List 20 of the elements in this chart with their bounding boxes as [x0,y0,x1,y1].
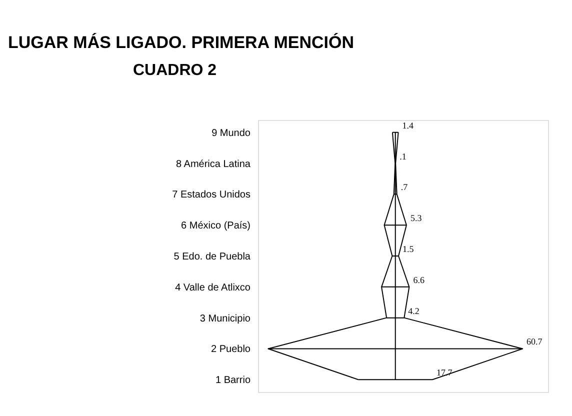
data-label: 4.2 [408,306,420,316]
category-label: 3 Municipio [200,313,251,324]
data-label: 1.5 [402,244,414,254]
category-label: 1 Barrio [215,375,251,386]
text: CUADRO 2 [133,62,217,79]
data-label: 60.7 [526,336,543,347]
text: LUGAR MÁS LIGADO. PRIMERA MENCIÓN [8,32,354,52]
data-label: .7 [400,182,408,192]
category-label: 2 Pueblo [211,344,251,356]
category-label: 8 América Latina [176,158,251,170]
data-label: .1 [400,151,406,162]
data-label: 17.7 [436,368,453,378]
category-label: 5 Edo. de Puebla [174,252,251,262]
category-label: 9 Mundo [212,128,251,139]
category-label: 4 Valle de Atlixco [175,282,251,294]
data-label: 6.6 [413,274,425,285]
data-label: 1.4 [402,120,414,130]
category-label: 7 Estados Unidos [172,190,250,201]
category-label: 6 México (País) [181,220,250,232]
data-label: 5.3 [410,213,422,224]
